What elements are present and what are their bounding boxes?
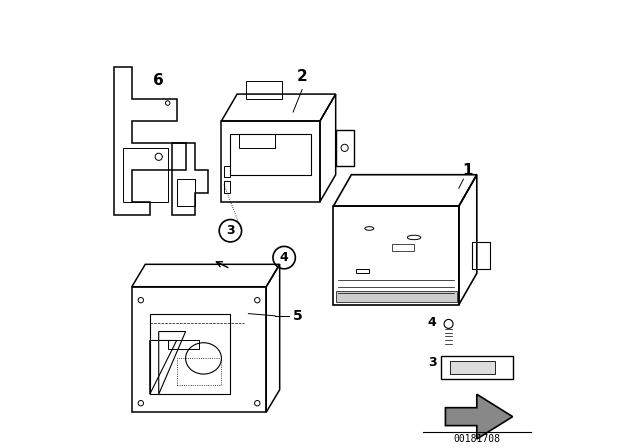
Circle shape <box>273 246 296 269</box>
Bar <box>224 181 230 193</box>
Bar <box>336 291 457 302</box>
Bar <box>177 358 221 385</box>
Text: 3: 3 <box>428 356 436 370</box>
Bar <box>356 269 369 273</box>
Bar <box>246 81 282 99</box>
Text: 1: 1 <box>463 163 473 178</box>
Bar <box>177 179 195 206</box>
Text: 3: 3 <box>226 224 235 237</box>
Bar <box>230 134 311 175</box>
Text: 4: 4 <box>280 251 289 264</box>
Text: 6: 6 <box>154 73 164 88</box>
Bar <box>224 166 230 177</box>
Polygon shape <box>445 394 513 439</box>
Bar <box>150 314 230 394</box>
Bar <box>450 361 495 374</box>
Bar <box>123 148 168 202</box>
Text: 5: 5 <box>293 309 303 323</box>
Bar <box>168 340 199 349</box>
Bar <box>472 242 490 269</box>
Bar <box>239 134 275 148</box>
Text: 4: 4 <box>428 316 436 329</box>
Circle shape <box>220 220 242 242</box>
Text: 00181708: 00181708 <box>453 434 500 444</box>
Text: 2: 2 <box>297 69 307 84</box>
Bar <box>392 244 414 251</box>
